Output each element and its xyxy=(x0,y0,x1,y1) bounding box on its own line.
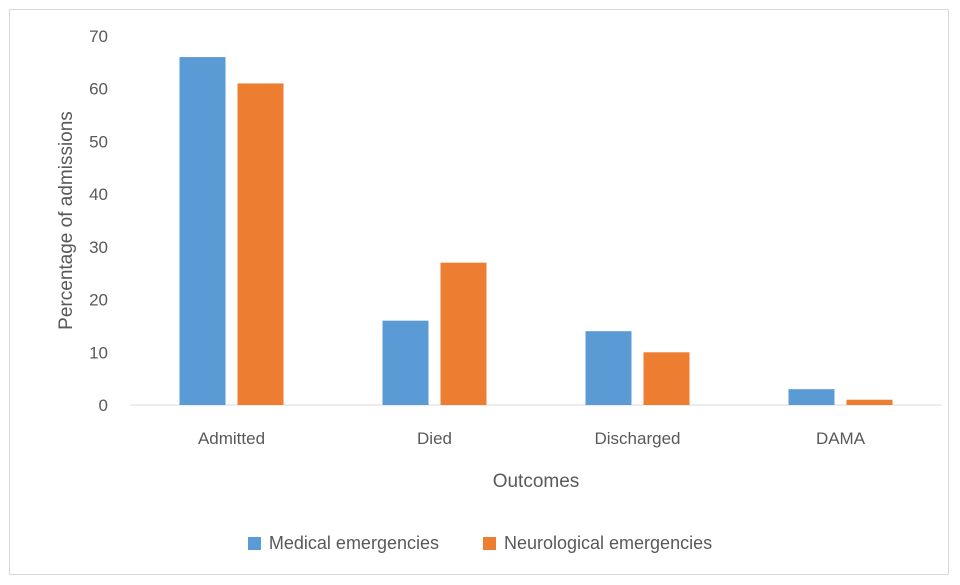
bar-neurological-discharged xyxy=(643,352,690,405)
bar-medical-admitted xyxy=(179,57,226,405)
x-axis-title: Outcomes xyxy=(493,471,580,492)
y-tick-label: 10 xyxy=(89,343,108,362)
x-axis-ticks: Admitted Died Discharged DAMA xyxy=(198,429,866,448)
y-axis-title: Percentage of admissions xyxy=(56,111,77,330)
legend-label-medical: Medical emergencies xyxy=(268,533,439,553)
y-tick-label: 0 xyxy=(99,396,108,415)
x-tick-label: Admitted xyxy=(198,429,265,448)
x-tick-label: DAMA xyxy=(816,429,866,448)
bar-neurological-died xyxy=(440,262,487,405)
legend-label-neurological: Neurological emergencies xyxy=(503,533,713,553)
bar-neurological-dama xyxy=(846,399,893,405)
y-tick-label: 20 xyxy=(89,291,108,310)
y-tick-label: 30 xyxy=(89,238,108,257)
bar-medical-discharged xyxy=(585,331,632,405)
legend-swatch-neurological xyxy=(482,537,496,550)
legend-item-medical: Medical emergencies xyxy=(247,533,439,554)
y-axis-ticks: 0 10 20 30 40 50 60 70 xyxy=(89,27,108,415)
bars xyxy=(179,57,893,405)
legend-swatch-medical xyxy=(247,537,261,550)
legend: Medical emergencies Neurological emergen… xyxy=(0,533,960,554)
y-tick-label: 50 xyxy=(89,132,108,151)
bar-medical-dama xyxy=(788,389,835,405)
bar-medical-died xyxy=(382,320,429,405)
y-tick-label: 40 xyxy=(89,185,108,204)
x-tick-label: Discharged xyxy=(595,429,681,448)
legend-item-neurological: Neurological emergencies xyxy=(482,533,713,554)
y-tick-label: 60 xyxy=(89,80,108,99)
bar-neurological-admitted xyxy=(237,83,284,405)
y-tick-label: 70 xyxy=(89,27,108,46)
x-tick-label: Died xyxy=(417,429,452,448)
